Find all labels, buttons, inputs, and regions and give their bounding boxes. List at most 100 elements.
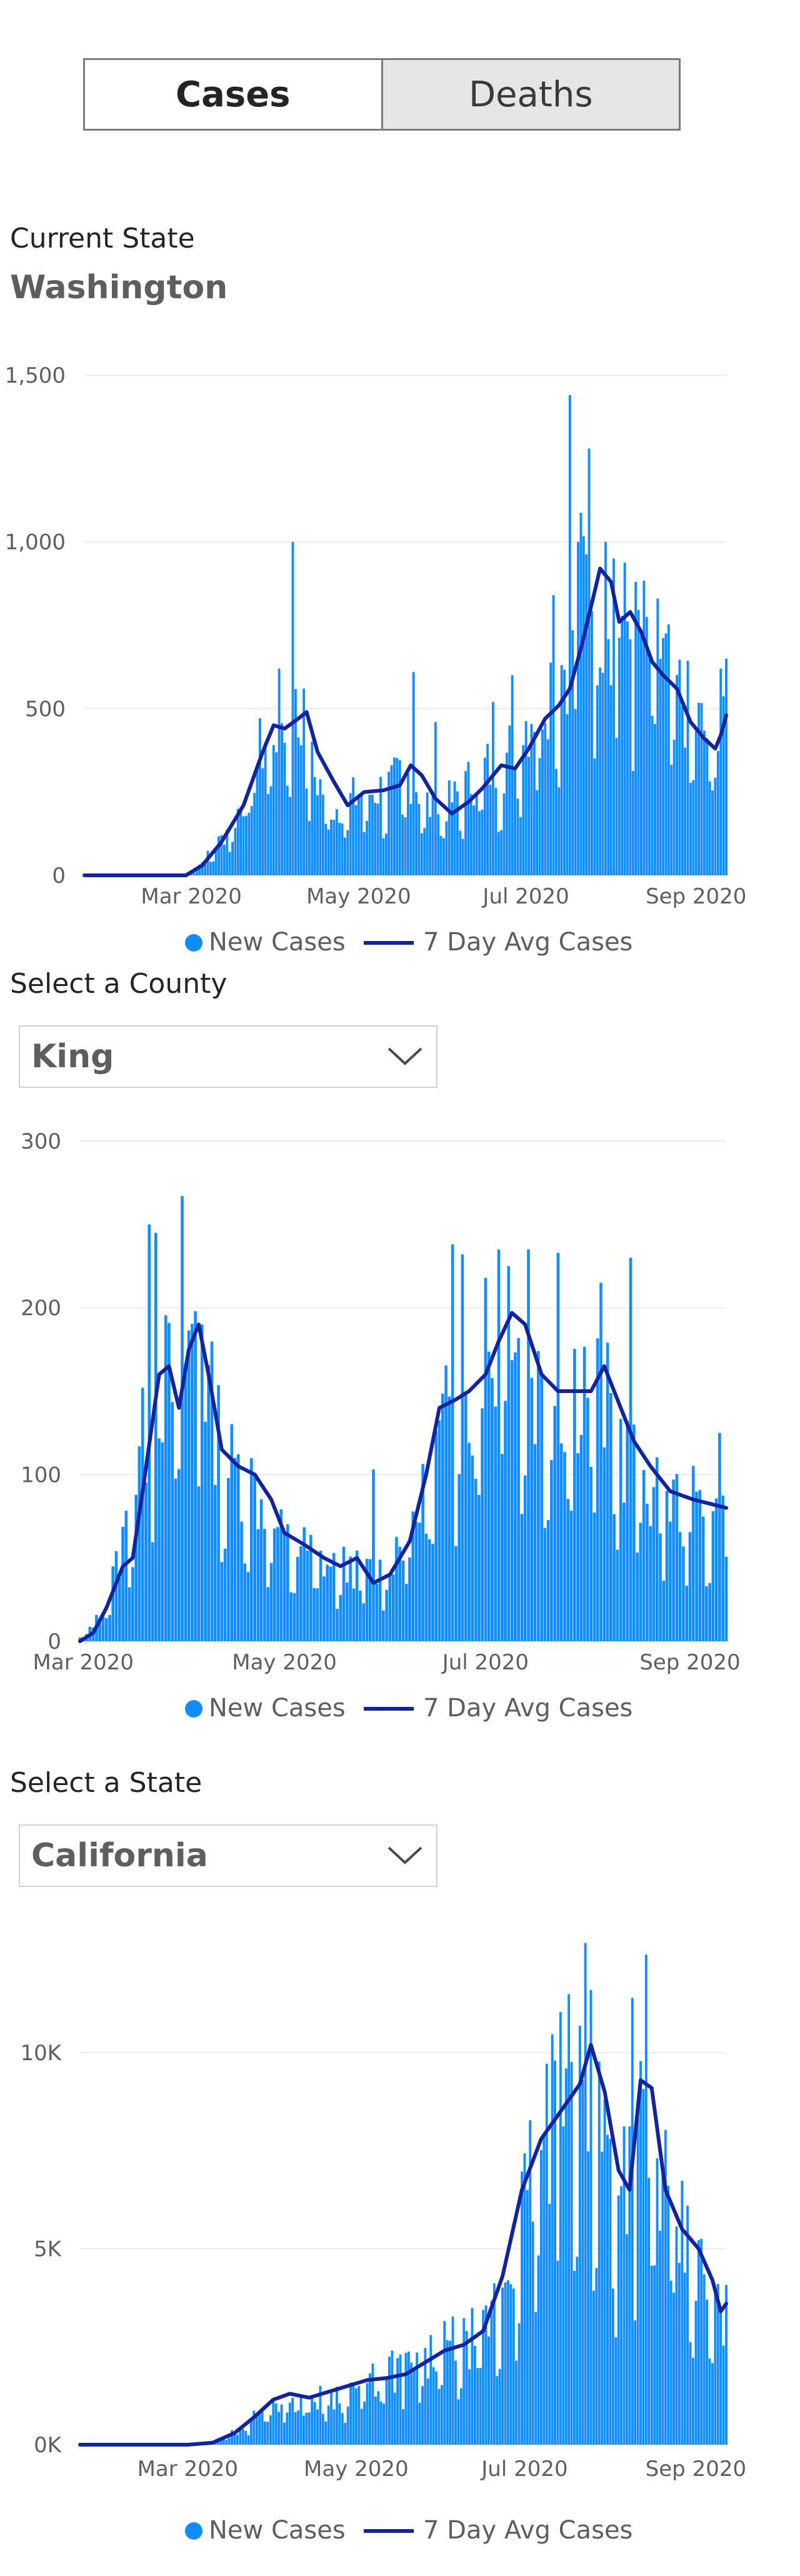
x-tick-label: Sep 2020 (646, 2457, 746, 2482)
bar (659, 2230, 661, 2445)
bar (341, 2413, 344, 2445)
bar (689, 783, 692, 875)
bar (220, 1562, 224, 1641)
bar (515, 2360, 518, 2445)
bar (559, 1443, 563, 1641)
bar (274, 2403, 278, 2445)
bar (577, 541, 579, 875)
bar (288, 2402, 291, 2445)
bar (138, 1446, 141, 1641)
bar (622, 2126, 626, 2445)
bar (589, 1467, 593, 1641)
bar (358, 798, 360, 875)
bar (591, 611, 593, 875)
bar (541, 729, 544, 875)
county-dropdown[interactable]: King (19, 1025, 438, 1088)
bar (225, 2440, 228, 2445)
bar (640, 635, 642, 875)
current-state-value: Washington (10, 269, 228, 306)
legend: New Cases 7 Day Avg Cases (185, 1694, 632, 1723)
bar (579, 513, 582, 875)
y-tick-label: 5K (34, 2237, 62, 2262)
bar (187, 1331, 191, 1641)
bar (302, 1527, 306, 1641)
bar (306, 1551, 309, 1641)
bar (247, 2435, 250, 2445)
x-tick-label: Sep 2020 (646, 884, 746, 909)
bar (675, 2226, 678, 2445)
legend-label: New Cases (209, 2516, 346, 2545)
bar (725, 2285, 728, 2445)
legend: New Cases 7 Day Avg Cases (185, 928, 632, 957)
bar (423, 828, 426, 875)
bar (299, 1546, 302, 1641)
bar (324, 2421, 328, 2445)
bar (550, 1460, 553, 1641)
tab-deaths[interactable]: Deaths (381, 60, 679, 129)
bar (354, 2388, 358, 2445)
bar (286, 785, 289, 875)
bar (362, 1603, 366, 1641)
bar (250, 1458, 253, 1641)
bar (582, 536, 585, 875)
bar (593, 758, 596, 875)
bar (371, 795, 374, 875)
bar (352, 2385, 355, 2445)
state-dropdown[interactable]: California (19, 1824, 438, 1887)
bar (312, 1587, 316, 1641)
bar (168, 1322, 171, 1641)
bar (311, 2397, 314, 2445)
bar (366, 821, 368, 875)
bar (352, 777, 355, 875)
bar (604, 541, 607, 875)
bar (344, 837, 346, 875)
bar (483, 758, 486, 875)
bar (462, 2318, 466, 2445)
bar (319, 779, 322, 875)
bar (472, 805, 476, 875)
bar (294, 2412, 297, 2445)
bar (489, 785, 492, 875)
bar (131, 1567, 134, 1641)
bar (562, 2126, 565, 2445)
bar (391, 1574, 395, 1641)
bar (540, 1372, 543, 1641)
legend-label: New Cases (209, 1694, 346, 1723)
bar (632, 1424, 636, 1641)
bar (253, 793, 256, 875)
bar (429, 817, 431, 875)
bar (629, 639, 632, 875)
bar (465, 2331, 468, 2445)
bar (688, 1532, 692, 1641)
bar (461, 1254, 464, 1641)
bar (532, 732, 536, 875)
bar (234, 828, 237, 875)
bar (653, 2265, 656, 2445)
bar (692, 2357, 694, 2445)
bar (228, 852, 231, 875)
bar (401, 1561, 405, 1641)
bar (556, 1252, 560, 1641)
bar (622, 1502, 626, 1641)
bar (409, 803, 412, 875)
bar (507, 2280, 509, 2445)
bar (716, 751, 719, 875)
new-cases-bars (78, 1196, 728, 1641)
bar (672, 1479, 675, 1641)
bar (476, 2368, 479, 2445)
bar (665, 1491, 669, 1641)
tab-cases[interactable]: Cases (85, 60, 381, 129)
bar (468, 2369, 471, 2445)
bar (283, 2422, 286, 2445)
bar (256, 764, 259, 875)
bar (379, 2401, 382, 2445)
bar (471, 2308, 474, 2445)
bar (305, 788, 308, 875)
bar (459, 830, 462, 875)
bar (564, 2068, 568, 2445)
bar (440, 2385, 443, 2445)
bar (197, 1486, 201, 1641)
y-tick-label: 10K (20, 2041, 62, 2066)
bar (391, 2350, 394, 2445)
x-tick-label: Jul 2020 (481, 884, 569, 909)
